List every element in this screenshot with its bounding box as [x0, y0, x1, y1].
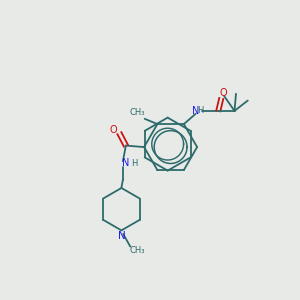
Text: N: N: [122, 158, 130, 168]
Text: CH₃: CH₃: [129, 108, 145, 117]
Text: H: H: [197, 106, 204, 116]
Text: CH₃: CH₃: [130, 247, 146, 256]
Text: H: H: [131, 159, 137, 168]
Text: N: N: [118, 231, 125, 241]
Text: O: O: [220, 88, 227, 98]
Text: N: N: [192, 106, 199, 116]
Text: O: O: [109, 125, 117, 135]
